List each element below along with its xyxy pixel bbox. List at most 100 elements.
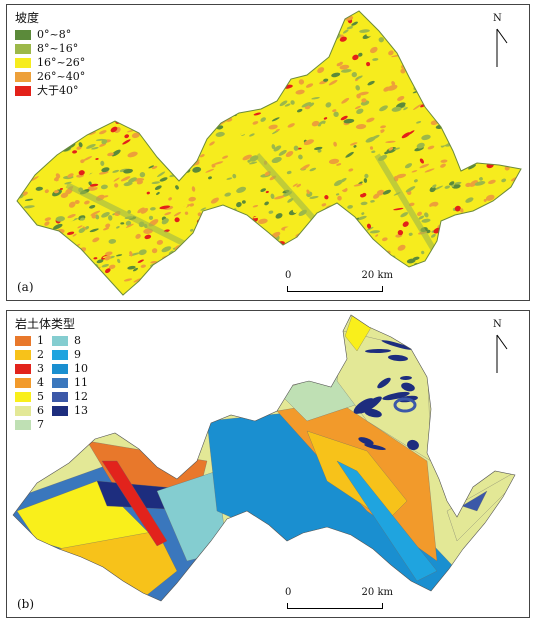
- slope-patch: [281, 254, 285, 258]
- legend-swatch: [52, 350, 68, 360]
- slope-patch: [465, 197, 474, 203]
- slope-patch: [74, 199, 80, 205]
- slope-patch: [125, 26, 130, 31]
- slope-patch: [266, 238, 272, 244]
- slope-patch: [421, 246, 426, 250]
- slope-patch: [467, 219, 474, 226]
- slope-patch: [222, 39, 228, 44]
- slope-patch: [269, 296, 275, 300]
- slope-patch: [418, 215, 425, 220]
- slope-patch: [418, 16, 424, 22]
- slope-patch: [131, 132, 140, 139]
- slope-patch: [120, 222, 125, 225]
- slope-patch: [249, 230, 257, 237]
- slope-patch: [317, 67, 325, 74]
- slope-patch: [467, 225, 473, 229]
- slope-patch: [199, 42, 210, 48]
- slope-patch: [55, 179, 59, 182]
- slope-patch: [126, 65, 136, 70]
- slope-patch: [410, 273, 415, 279]
- slope-patch: [416, 142, 425, 149]
- slope-patch: [245, 258, 250, 263]
- slope-patch: [433, 270, 439, 276]
- slope-patch: [61, 104, 70, 111]
- slope-patch: [245, 90, 254, 94]
- slope-patch: [35, 186, 43, 191]
- legend-label: 大于40°: [37, 84, 79, 97]
- slope-patch: [302, 294, 311, 295]
- slope-patch: [282, 114, 291, 119]
- slope-patch: [425, 104, 433, 107]
- slope-patch: [227, 88, 234, 94]
- slope-patch: [114, 70, 121, 74]
- slope-patch: [252, 26, 262, 33]
- slope-patch: [24, 198, 34, 201]
- slope-patch: [302, 234, 308, 239]
- slope-patch: [17, 189, 19, 192]
- slope-patch: [163, 147, 173, 153]
- slope-patch: [481, 252, 492, 258]
- slope-patch: [129, 11, 138, 18]
- slope-patch: [255, 281, 263, 287]
- slope-patch: [264, 201, 269, 206]
- slope-patch: [349, 243, 359, 250]
- slope-patch: [87, 172, 98, 180]
- slope-patch: [361, 212, 365, 215]
- slope-patch: [171, 160, 179, 167]
- slope-patch: [500, 5, 506, 7]
- slope-patch: [159, 63, 163, 68]
- slope-patch: [487, 116, 497, 121]
- slope-patch: [122, 52, 133, 57]
- slope-patch: [360, 201, 368, 206]
- slope-patch: [11, 116, 16, 119]
- slope-patch: [371, 262, 381, 269]
- slope-patch: [301, 238, 306, 243]
- slope-patch: [250, 263, 255, 267]
- slope-patch: [193, 76, 204, 79]
- slope-patch: [138, 249, 147, 256]
- slope-patch: [272, 24, 283, 30]
- slope-patch: [101, 263, 109, 268]
- slope-patch: [189, 121, 197, 128]
- slope-patch: [7, 108, 15, 115]
- legend-label: 8°~16°: [37, 42, 79, 55]
- panel-label: (a): [17, 280, 34, 294]
- slope-patch: [522, 109, 529, 118]
- slope-patch: [59, 257, 64, 262]
- slope-patch: [311, 23, 317, 27]
- slope-patch: [355, 124, 367, 130]
- slope-patch: [499, 260, 507, 265]
- slope-patch: [137, 31, 142, 37]
- slope-patch: [273, 145, 282, 152]
- slope-patch: [443, 223, 453, 230]
- slope-patch: [408, 53, 414, 57]
- slope-patch: [108, 264, 116, 270]
- slope-patch: [294, 71, 300, 75]
- slope-patch: [413, 103, 422, 111]
- slope-patch: [57, 246, 67, 251]
- slope-patch: [101, 167, 110, 173]
- slope-patch: [515, 241, 521, 245]
- slope-patch: [249, 133, 255, 137]
- slope-patch: [114, 94, 120, 101]
- slope-patch: [93, 17, 102, 21]
- slope-patch: [333, 111, 339, 118]
- slope-patch: [243, 30, 254, 36]
- unit-13-lens: [381, 340, 413, 350]
- slope-patch: [19, 125, 24, 129]
- slope-patch: [401, 19, 407, 24]
- slope-patch: [423, 46, 429, 51]
- legend-title: 坡度: [15, 11, 40, 25]
- slope-patch: [341, 260, 351, 266]
- slope-patch: [105, 251, 113, 256]
- slope-patch: [333, 141, 337, 147]
- slope-patch: [435, 292, 440, 295]
- slope-patch: [370, 46, 378, 54]
- slope-patch: [485, 194, 495, 201]
- slope-patch: [474, 34, 480, 38]
- slope-patch: [516, 33, 521, 38]
- slope-patch: [154, 290, 159, 295]
- slope-patch: [156, 192, 160, 195]
- slope-patch: [510, 11, 519, 13]
- slope-patch: [106, 16, 113, 19]
